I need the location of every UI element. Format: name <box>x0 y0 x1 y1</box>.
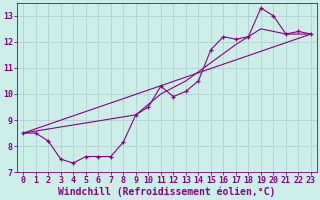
X-axis label: Windchill (Refroidissement éolien,°C): Windchill (Refroidissement éolien,°C) <box>58 187 276 197</box>
